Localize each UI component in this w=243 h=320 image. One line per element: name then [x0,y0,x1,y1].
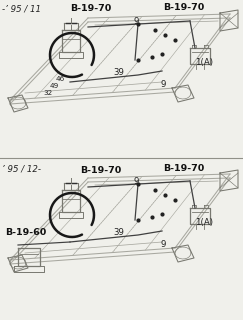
Text: 49: 49 [50,83,59,89]
Text: 9: 9 [133,17,138,26]
Text: 9: 9 [133,177,138,186]
Text: B-19-70: B-19-70 [80,166,121,175]
Text: 32: 32 [43,90,52,96]
Text: ’ 95 / 12-: ’ 95 / 12- [2,165,41,174]
Text: B-19-70: B-19-70 [163,3,204,12]
Text: 9: 9 [160,240,165,249]
Text: 1(A): 1(A) [195,218,213,227]
Text: 39: 39 [113,68,124,77]
Text: B-19-70: B-19-70 [70,4,111,13]
Text: 1(A): 1(A) [195,58,213,67]
Text: B-19-70: B-19-70 [163,164,204,173]
Text: 9: 9 [160,80,165,89]
Text: 39: 39 [113,228,124,237]
Text: B-19-60: B-19-60 [5,228,46,237]
Text: 46: 46 [56,76,65,82]
Text: -’ 95 / 11: -’ 95 / 11 [2,5,41,14]
